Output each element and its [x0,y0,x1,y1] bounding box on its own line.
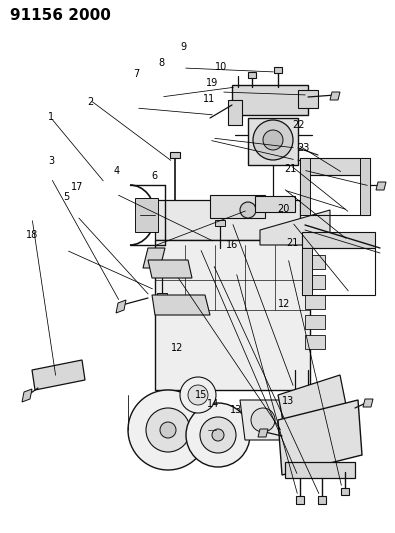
Polygon shape [210,195,265,218]
Polygon shape [135,198,158,232]
Text: 13: 13 [282,396,295,406]
Polygon shape [302,232,375,248]
Text: 12: 12 [278,299,291,309]
Polygon shape [285,462,355,478]
Polygon shape [302,248,312,295]
Text: 18: 18 [26,230,39,239]
Circle shape [200,417,236,453]
Text: 10: 10 [215,62,228,71]
Polygon shape [330,92,340,100]
Text: 1: 1 [48,112,55,122]
Polygon shape [155,200,300,240]
Polygon shape [248,118,298,165]
Circle shape [188,385,208,405]
Text: 5: 5 [63,192,70,202]
Text: 23: 23 [297,143,310,153]
Text: 3: 3 [48,156,55,166]
Circle shape [186,403,250,467]
Polygon shape [228,100,242,125]
Polygon shape [278,375,348,435]
Polygon shape [255,196,295,212]
Text: 16: 16 [226,240,239,250]
Text: 14: 14 [207,399,220,409]
Text: 21: 21 [286,238,299,247]
Text: 9: 9 [181,42,187,52]
Text: 11: 11 [203,94,216,103]
Polygon shape [305,275,325,289]
Circle shape [128,390,208,470]
Text: 19: 19 [206,78,219,87]
Polygon shape [232,85,308,115]
Polygon shape [148,260,192,278]
Text: 13: 13 [230,406,243,415]
Polygon shape [305,335,325,349]
Text: 15: 15 [194,391,207,400]
Polygon shape [300,158,310,215]
Polygon shape [296,496,304,504]
Text: 6: 6 [151,171,157,181]
Polygon shape [32,360,85,390]
Circle shape [160,422,176,438]
Polygon shape [260,210,330,245]
Text: 2: 2 [88,98,94,107]
Polygon shape [157,293,167,300]
Text: 21: 21 [284,165,297,174]
Polygon shape [240,400,285,440]
Polygon shape [305,315,325,329]
Polygon shape [143,248,165,268]
Text: 17: 17 [71,182,83,191]
Polygon shape [152,295,210,315]
Polygon shape [116,300,126,313]
Polygon shape [305,295,325,309]
Text: 4: 4 [113,166,120,175]
Text: 8: 8 [158,58,164,68]
Polygon shape [376,182,386,190]
Text: 7: 7 [133,69,139,78]
Polygon shape [278,400,362,475]
Polygon shape [22,389,32,402]
Text: 91156 2000: 91156 2000 [10,8,111,23]
Polygon shape [215,220,225,226]
Polygon shape [341,488,349,495]
Circle shape [212,429,224,441]
Circle shape [146,408,190,452]
Text: 12: 12 [171,343,183,352]
Polygon shape [298,90,318,108]
Polygon shape [360,158,370,215]
Circle shape [180,377,216,413]
Circle shape [240,202,256,218]
Polygon shape [258,429,268,437]
Text: 20: 20 [277,204,290,214]
Polygon shape [300,158,370,175]
Polygon shape [248,72,256,78]
Polygon shape [155,240,310,390]
Polygon shape [363,399,373,407]
Circle shape [263,130,283,150]
Polygon shape [318,496,326,504]
Circle shape [253,120,293,160]
Polygon shape [305,255,325,269]
Circle shape [251,408,275,432]
Polygon shape [170,152,180,158]
Polygon shape [274,67,282,73]
Text: 22: 22 [292,120,305,130]
